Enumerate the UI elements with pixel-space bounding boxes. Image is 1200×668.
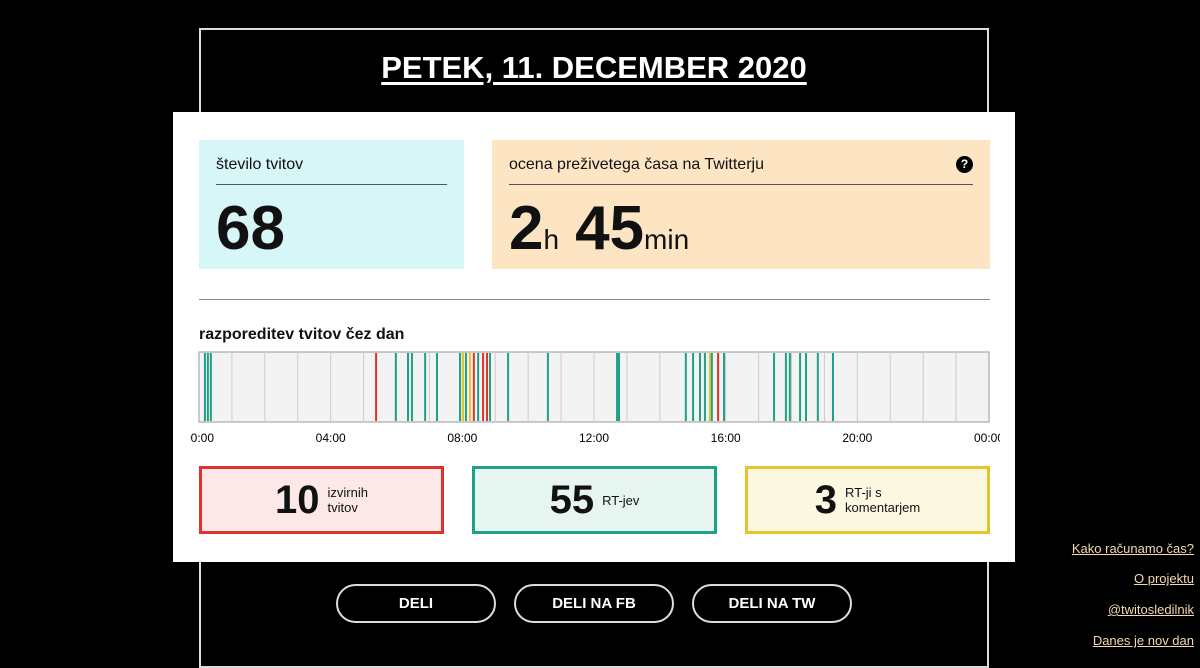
divider <box>199 299 990 300</box>
hours-unit: h <box>543 224 560 255</box>
summary-count: 10 <box>275 477 320 522</box>
share-button[interactable]: DELI NA FB <box>514 584 674 623</box>
summary-text: RT-ji s komentarjem <box>845 485 920 515</box>
nav-link[interactable]: Kako računamo čas? <box>1071 541 1194 556</box>
summary-line: tvitov <box>327 500 358 515</box>
summary-line: izvirnih <box>327 485 368 500</box>
count-box: število tvitov 68 <box>199 140 464 269</box>
x-tick-label: 16:00 <box>711 431 741 445</box>
timeline: 00:00 04:00 08:00 12:00 16:00 20:00 00:00 <box>190 351 1000 445</box>
minutes-unit: min <box>644 224 690 255</box>
nav-link[interactable]: O projektu <box>1134 571 1194 586</box>
x-tick-label: 04:00 <box>316 431 346 445</box>
date-title: PETEK, 11. DECEMBER 2020 <box>381 50 807 85</box>
x-tick-label: 12:00 <box>579 431 609 445</box>
summary-text: RT-jev <box>602 493 639 508</box>
nav-link[interactable]: Danes je nov dan <box>1092 633 1194 648</box>
summary-line: RT-jev <box>602 492 640 508</box>
hours: 2 <box>509 194 544 263</box>
summary-box: 10 izvirnih tvitov <box>199 466 444 534</box>
summary-box: 3 RT-ji s komentarjem <box>745 466 990 534</box>
x-tick-label: 20:00 <box>842 431 872 445</box>
x-tick-label: 00:00 <box>190 431 214 445</box>
minutes: 45 <box>575 194 645 263</box>
help-icon[interactable]: ? <box>956 156 973 173</box>
summary-count: 3 <box>814 477 838 522</box>
chart-title: razporeditev tvitov čez dan <box>199 326 405 343</box>
summary-box: 55 RT-jev <box>472 466 717 534</box>
share-button[interactable]: DELI NA TW <box>692 584 852 623</box>
summary-line: RT-ji s <box>845 485 882 500</box>
summary-line: komentarjem <box>845 500 921 515</box>
x-tick-label: 00:00 <box>974 431 1000 445</box>
share-button[interactable]: DELI <box>336 584 496 623</box>
nav-link[interactable]: @twitosledilnik <box>1107 602 1194 617</box>
time-label: ocena preživetega časa na Twitterju <box>509 156 764 173</box>
x-tick-label: 08:00 <box>447 431 477 445</box>
summary-text: izvirnih tvitov <box>328 485 368 515</box>
time-box: ocena preživetega časa na Twitterju? 2h 4… <box>492 140 990 269</box>
summary-count: 55 <box>549 477 595 522</box>
count-value: 68 <box>216 194 285 263</box>
count-label: število tvitov <box>216 156 447 185</box>
